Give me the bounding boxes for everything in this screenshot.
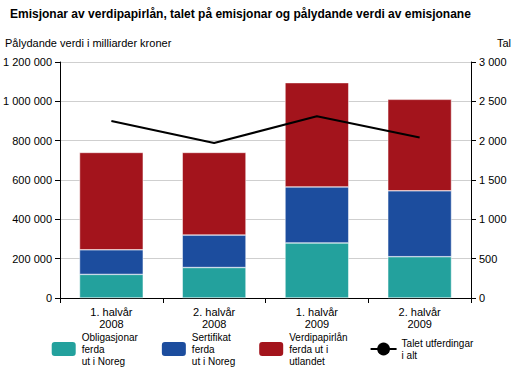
svg-text:Verdipapirlån: Verdipapirlån [289,332,347,343]
svg-text:ferda: ferda [192,344,215,355]
svg-text:400 000: 400 000 [12,213,52,225]
svg-text:Pålydande verdi i milliarder k: Pålydande verdi i milliarder kroner [5,37,172,49]
svg-text:2008: 2008 [99,318,123,330]
svg-text:ferda ut i: ferda ut i [289,344,328,355]
svg-text:0: 0 [46,292,52,304]
svg-text:2. halvår: 2. halvår [193,306,236,318]
svg-text:2. halvår: 2. halvår [399,306,442,318]
svg-text:ut i Noreg: ut i Noreg [192,356,235,367]
svg-text:1. halvår: 1. halvår [90,306,133,318]
svg-text:Sertifikat: Sertifikat [192,332,231,343]
svg-text:1 200 000: 1 200 000 [3,56,52,68]
svg-text:Emisjonar av verdipapirlån, ta: Emisjonar av verdipapirlån, talet på emi… [10,7,471,21]
svg-text:1 000: 1 000 [479,213,507,225]
svg-text:2009: 2009 [407,318,431,330]
svg-text:Tal: Tal [497,37,511,49]
svg-text:2008: 2008 [202,318,226,330]
svg-text:1 500: 1 500 [479,174,507,186]
svg-text:i alt: i alt [402,350,418,361]
svg-text:Talet utferdingar: Talet utferdingar [402,338,474,349]
svg-text:3 000: 3 000 [479,56,507,68]
svg-text:200 000: 200 000 [12,253,52,265]
svg-text:2009: 2009 [305,318,329,330]
svg-text:500: 500 [479,253,497,265]
svg-text:ut i Noreg: ut i Noreg [82,356,125,367]
svg-text:ferda: ferda [82,344,105,355]
svg-text:utlandet: utlandet [289,356,325,367]
svg-text:600 000: 600 000 [12,174,52,186]
svg-text:0: 0 [479,292,485,304]
svg-text:Obligasjonar: Obligasjonar [82,332,139,343]
svg-text:2 000: 2 000 [479,135,507,147]
svg-text:1 000 000: 1 000 000 [3,95,52,107]
svg-text:1. halvår: 1. halvår [296,306,339,318]
svg-text:2 500: 2 500 [479,95,507,107]
svg-text:800 000: 800 000 [12,135,52,147]
